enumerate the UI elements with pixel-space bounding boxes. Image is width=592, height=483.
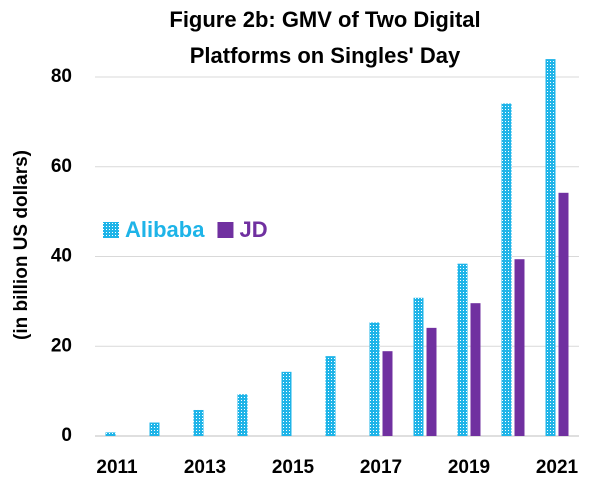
y-tick-label: 80: [51, 66, 72, 87]
bar: [382, 351, 393, 436]
bar: [105, 432, 116, 436]
legend-swatch: [217, 222, 234, 238]
y-tick-label: 0: [61, 425, 72, 446]
bar: [426, 327, 437, 436]
x-tick-label: 2015: [272, 457, 315, 478]
x-tick-label: 2021: [536, 457, 579, 478]
bar: [149, 422, 160, 436]
bar: [237, 394, 248, 436]
x-tick-label: 2017: [360, 457, 402, 478]
bar: [514, 259, 525, 436]
y-tick-label: 20: [51, 335, 72, 356]
bar: [545, 59, 556, 436]
y-tick-label: 40: [51, 246, 72, 267]
bar: [501, 103, 512, 436]
legend-swatch: [103, 222, 119, 238]
bar: [325, 356, 336, 436]
bar: [470, 303, 481, 436]
bar: [413, 297, 424, 436]
bar: [558, 192, 569, 436]
y-axis-label: (in billion US dollars): [11, 150, 32, 340]
bar: [369, 322, 380, 436]
y-tick-label: 60: [51, 156, 72, 177]
bar: [193, 409, 204, 436]
bar: [281, 371, 292, 436]
legend-label: Alibaba: [125, 217, 205, 242]
legend-label: JD: [239, 217, 267, 242]
x-tick-label: 2019: [448, 457, 490, 478]
bar: [457, 263, 468, 436]
x-tick-label: 2013: [184, 457, 226, 478]
x-tick-label: 2011: [96, 457, 138, 478]
chart-title: Figure 2b: GMV of Two Digital Platforms …: [169, 7, 481, 68]
